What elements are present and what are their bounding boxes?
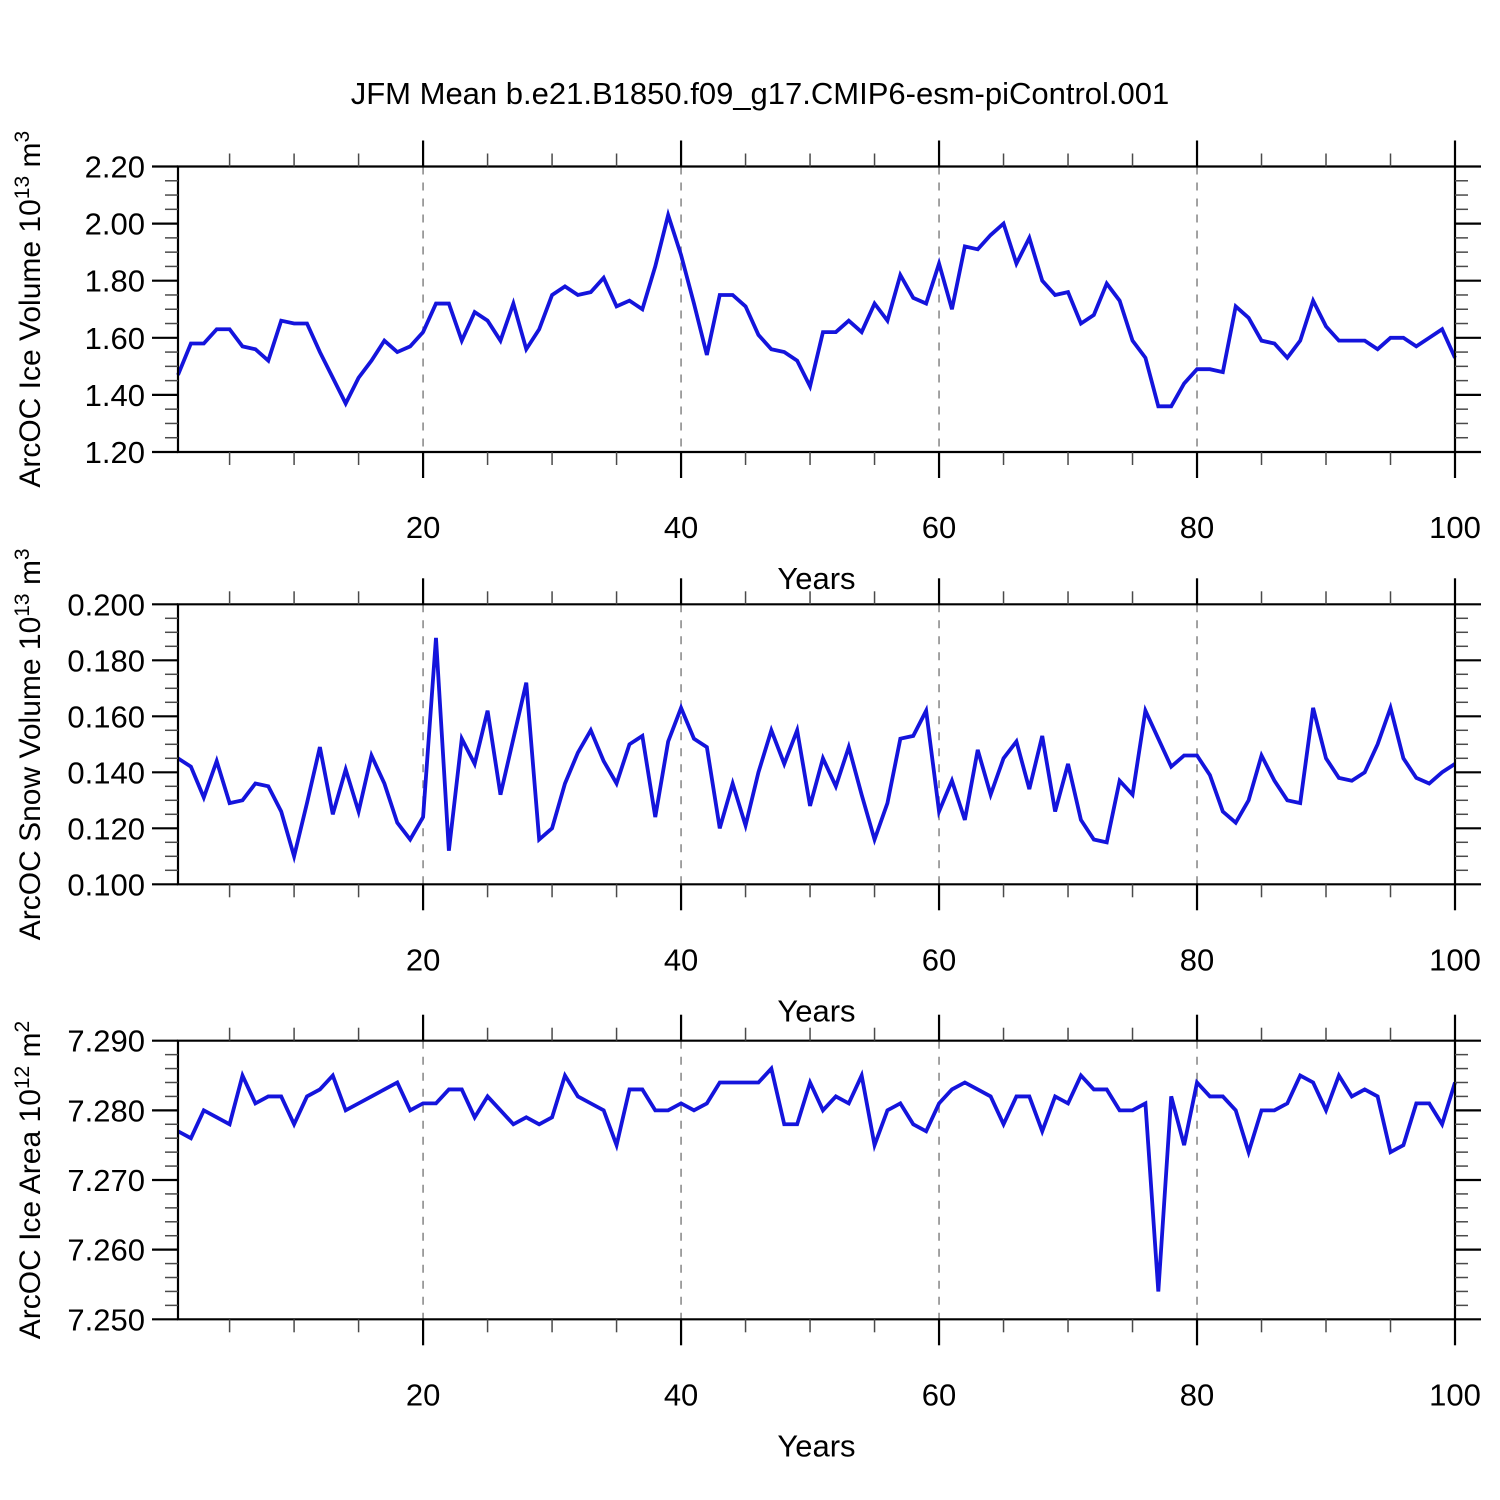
y-axis-title-text: ArcOC Ice Area 10 [14,1089,47,1339]
x-tick-label: 20 [406,510,440,545]
y-axis-title-sup: 13 [11,593,34,616]
y-axis-title-text: ArcOC Snow Volume 10 [14,617,47,940]
y-axis-title-snow-volume: ArcOC Snow Volume 1013 m3 [11,548,47,940]
y-tick-label: 0.160 [67,699,145,734]
y-tick-label: 7.250 [67,1302,145,1337]
y-tick-label: 1.60 [85,321,145,356]
y-tick-label: 7.270 [67,1163,145,1198]
y-axis-title-text: ArcOC Ice Volume 10 [14,199,47,487]
x-axis-title: Years [777,1428,855,1463]
x-tick-label: 80 [1180,1377,1214,1412]
y-axis-title-sup: 3 [11,548,34,560]
y-axis-title-text: m [14,1032,47,1065]
x-axis-title: Years [777,561,855,596]
y-tick-label: 7.280 [67,1093,145,1128]
x-tick-label: 100 [1429,942,1481,977]
x-tick-label: 60 [922,510,956,545]
y-axis-title-text: m [14,560,47,593]
x-tick-label: 100 [1429,510,1481,545]
x-tick-label: 40 [664,510,698,545]
y-tick-label: 2.00 [85,207,145,242]
x-tick-label: 80 [1180,942,1214,977]
y-tick-label: 0.200 [67,587,145,622]
y-axis-title-sup: 3 [11,131,34,143]
panel-ice-area: 20 40 60 80 100 7.290 7.280 7.270 7.260 7.250 Year… [11,1014,1481,1463]
y-tick-label: 0.180 [67,643,145,678]
x-tick-label: 20 [406,1377,440,1412]
y-tick-label: 1.20 [85,435,145,470]
x-tick-label: 40 [664,1377,698,1412]
x-tick-label: 60 [922,942,956,977]
panel-ice-volume: 20 40 60 80 100 2.20 2.00 1.80 1.60 1.40 1.20 Years… [11,131,1481,596]
panel-snow-volume: 20 40 60 80 100 0.200 0.180 0.160 0.140 0.120 0.10… [11,548,1481,1028]
chart-title: JFM Mean b.e21.B1850.f09_g17.CMIP6-esm-p… [350,76,1170,111]
y-axis-title-sup: 12 [11,1066,34,1089]
x-tick-label: 60 [922,1377,956,1412]
y-axis-title-ice-volume: ArcOC Ice Volume 1013 m3 [11,131,47,488]
x-tick-label: 20 [406,942,440,977]
x-tick-label: 100 [1429,1377,1481,1412]
y-axis-title-text: m [14,143,47,176]
y-tick-label: 0.120 [67,811,145,846]
y-axis-title-sup: 2 [11,1021,34,1033]
y-tick-label: 7.260 [67,1233,145,1268]
y-tick-label: 2.20 [85,150,145,185]
y-tick-label: 0.140 [67,755,145,790]
x-tick-label: 40 [664,942,698,977]
y-axis-title-sup: 13 [11,176,34,199]
y-tick-label: 1.80 [85,264,145,299]
y-tick-label: 1.40 [85,378,145,413]
y-tick-label: 0.100 [67,867,145,902]
y-axis-title-ice-area: ArcOC Ice Area 1012 m2 [11,1021,47,1339]
series-line-ice-area [177,1064,1457,1292]
x-tick-label: 80 [1180,510,1214,545]
x-axis-title: Years [777,993,855,1028]
y-tick-label: 7.290 [67,1024,145,1059]
series-line-ice-volume [176,208,1457,409]
series-line-snow-volume [176,637,1457,864]
